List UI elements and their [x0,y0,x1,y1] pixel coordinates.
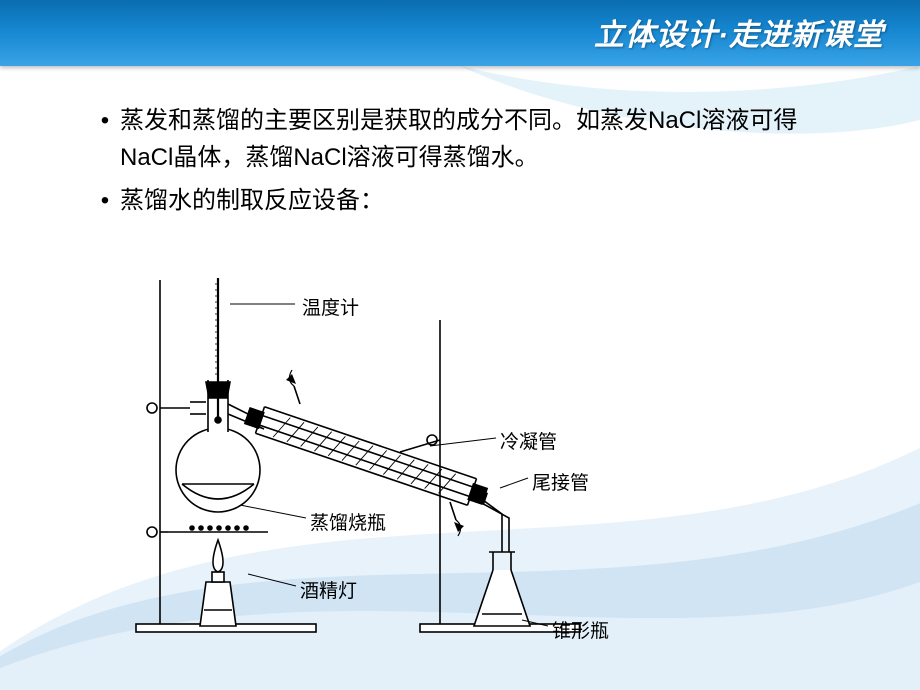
label-condenser: 冷凝管 [500,427,557,454]
bullet-text: 蒸馏水的制取反应设备： [120,182,850,219]
bullet-marker: • [90,182,120,219]
label-flask: 蒸馏烧瓶 [310,508,386,535]
slide: 立体设计·走进新课堂 • 蒸发和蒸馏的主要区别是获取的成分不同。如蒸发NaCl溶… [0,0,920,690]
label-thermometer: 温度计 [302,293,359,320]
bullet-text: 蒸发和蒸馏的主要区别是获取的成分不同。如蒸发NaCl溶液可得NaCl晶体，蒸馏N… [120,102,850,176]
bullet-marker: • [90,102,120,176]
label-conical: 锥形瓶 [552,616,609,643]
bullet-item: • 蒸发和蒸馏的主要区别是获取的成分不同。如蒸发NaCl溶液可得NaCl晶体，蒸… [90,102,850,176]
header-title: 立体设计·走进新课堂 [594,10,884,54]
label-adapter: 尾接管 [532,468,589,495]
bullet-item: • 蒸馏水的制取反应设备： [90,182,850,219]
label-burner: 酒精灯 [300,576,357,603]
distillation-diagram: 温度计 蒸馏烧瓶 酒精灯 冷凝管 尾接管 锥形瓶 [100,260,660,660]
diagram-svg [100,260,660,660]
header-bar: 立体设计·走进新课堂 [0,0,920,66]
slide-content: • 蒸发和蒸馏的主要区别是获取的成分不同。如蒸发NaCl溶液可得NaCl晶体，蒸… [90,102,850,226]
